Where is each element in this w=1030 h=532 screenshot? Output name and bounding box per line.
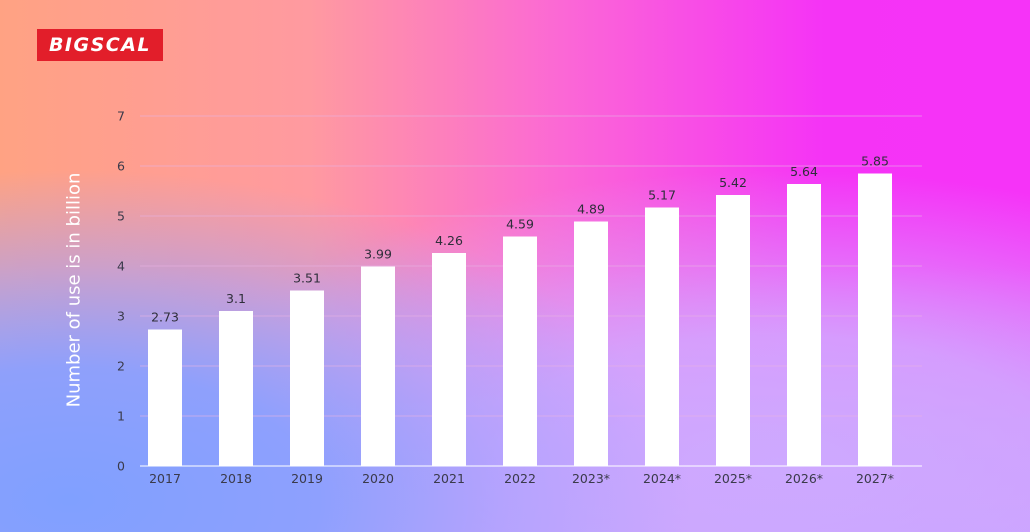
x-tick-label: 2026* — [785, 471, 823, 486]
x-tick-label: 2018 — [220, 471, 252, 486]
x-tick-label: 2027* — [856, 471, 894, 486]
bar — [219, 311, 253, 466]
data-label: 2.73 — [151, 310, 179, 325]
bar — [574, 221, 608, 466]
y-tick-label: 2 — [117, 359, 125, 374]
x-tick-label: 2025* — [714, 471, 752, 486]
data-label: 5.42 — [719, 175, 747, 190]
bar — [645, 207, 679, 466]
bar — [361, 266, 395, 466]
x-tick-label: 2023* — [572, 471, 610, 486]
y-tick-label: 4 — [117, 259, 125, 274]
y-tick-label: 6 — [117, 159, 125, 174]
x-tick-label: 2019 — [291, 471, 323, 486]
y-tick-label: 3 — [117, 309, 125, 324]
labels: 2.73 3.1 3.51 3.99 4.26 4.59 4.89 5.17 5.42 5.64 5… — [151, 154, 889, 325]
axes: 0 1 2 3 4 5 6 7 2017 2018 2019 2020 2021 2022 2023* 202… — [117, 109, 922, 486]
y-tick-label: 7 — [117, 109, 125, 124]
data-label: 3.1 — [226, 291, 246, 306]
x-tick-label: 2017 — [149, 471, 181, 486]
brand-logo: BIGSCAL — [37, 29, 163, 61]
data-label: 4.89 — [577, 202, 605, 217]
brand-logo-text: BIGSCAL — [48, 34, 152, 56]
x-tick-label: 2020 — [362, 471, 394, 486]
x-tick-label: 2021 — [433, 471, 465, 486]
bar — [858, 173, 892, 466]
bar — [787, 184, 821, 466]
bar — [503, 236, 537, 466]
data-label: 3.51 — [293, 271, 321, 286]
y-tick-label: 0 — [117, 459, 125, 474]
data-label: 4.59 — [506, 217, 534, 232]
y-tick-label: 5 — [117, 209, 125, 224]
bar — [432, 253, 466, 466]
x-tick-label: 2022 — [504, 471, 536, 486]
data-label: 4.26 — [435, 233, 463, 248]
data-label: 5.64 — [790, 164, 818, 179]
bar — [716, 195, 750, 466]
x-tick-label: 2024* — [643, 471, 681, 486]
data-label: 5.17 — [648, 188, 676, 203]
y-tick-label: 1 — [117, 409, 125, 424]
data-label: 5.85 — [861, 154, 889, 169]
bars — [148, 173, 892, 466]
bar — [148, 329, 182, 466]
bar — [290, 290, 324, 466]
data-label: 3.99 — [364, 247, 392, 262]
